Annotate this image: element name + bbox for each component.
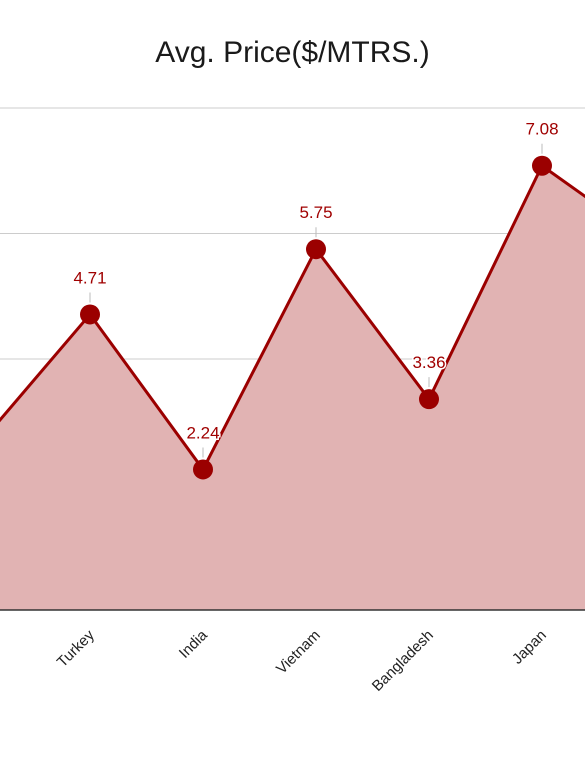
data-labels: 4.71 2.24 5.75 3.36 7.08 <box>72 118 560 458</box>
data-point <box>193 459 213 480</box>
data-point <box>532 155 552 176</box>
data-label: 2.24 <box>186 423 219 442</box>
data-point <box>419 389 439 410</box>
x-tick-label: Vietnam <box>273 627 324 678</box>
data-label: 3.36 <box>412 353 445 372</box>
data-label: 5.75 <box>299 203 332 222</box>
x-tick-label: Turkey <box>54 626 98 670</box>
x-tick-label: Bangladesh <box>369 627 437 695</box>
x-tick-label: India <box>176 626 211 661</box>
chart-title: Avg. Price($/MTRS.) <box>155 36 430 69</box>
x-tick-labels: Turkey India Vietnam Bangladesh Japan <box>54 626 550 695</box>
data-point <box>80 304 100 325</box>
series-area-fill <box>0 165 585 610</box>
data-points <box>80 155 552 480</box>
data-label: 4.71 <box>73 268 106 287</box>
data-point <box>306 239 326 260</box>
data-label: 7.08 <box>525 120 558 139</box>
x-tick-label: Japan <box>509 627 550 668</box>
